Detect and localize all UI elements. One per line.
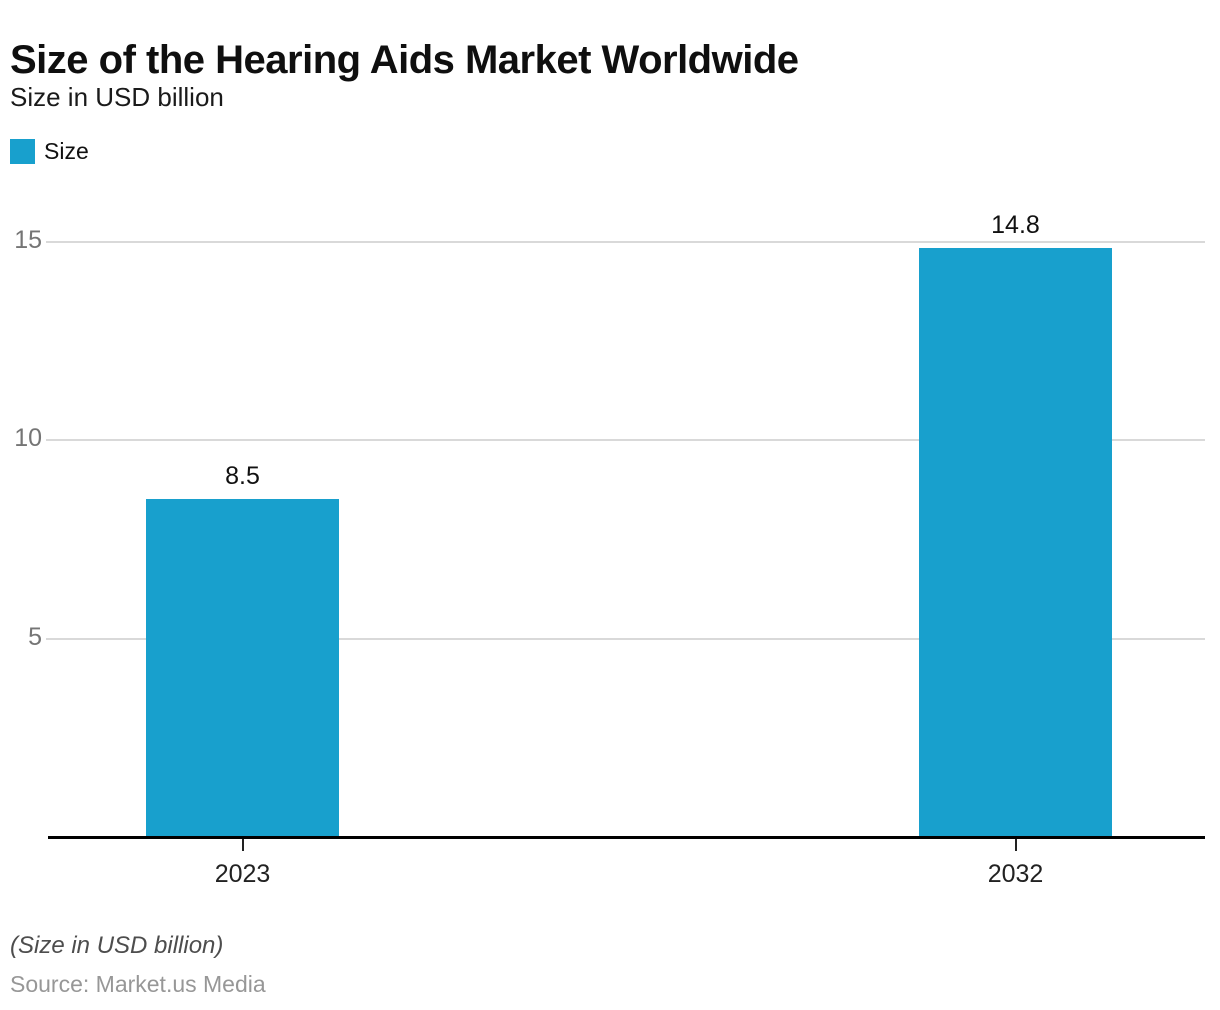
value-label-2032: 14.8: [991, 211, 1040, 239]
y-tick-label-10: 10: [14, 424, 42, 452]
footnote: (Size in USD billion): [10, 932, 224, 959]
chart-title: Size of the Hearing Aids Market Worldwid…: [10, 37, 799, 82]
bar-2023: [146, 499, 339, 836]
source-credit: Source: Market.us Media: [10, 971, 266, 997]
value-label-2023: 8.5: [225, 462, 260, 490]
legend-label: Size: [44, 138, 89, 164]
x-label-2023: 2023: [214, 860, 271, 888]
gridline-10: [46, 439, 1205, 441]
y-tick-label-15: 15: [14, 226, 42, 254]
x-tick-2023: [241, 839, 244, 851]
gridline-15: [46, 241, 1205, 243]
gridline-5: [46, 638, 1205, 640]
y-tick-label-5: 5: [28, 623, 42, 651]
legend-swatch: [10, 139, 35, 164]
x-label-2032: 2032: [987, 860, 1044, 888]
bar-2032: [919, 248, 1112, 836]
x-tick-2032: [1014, 839, 1017, 851]
x-axis-line: [48, 836, 1205, 839]
legend: Size: [10, 138, 89, 165]
chart-subtitle: Size in USD billion: [10, 82, 224, 112]
